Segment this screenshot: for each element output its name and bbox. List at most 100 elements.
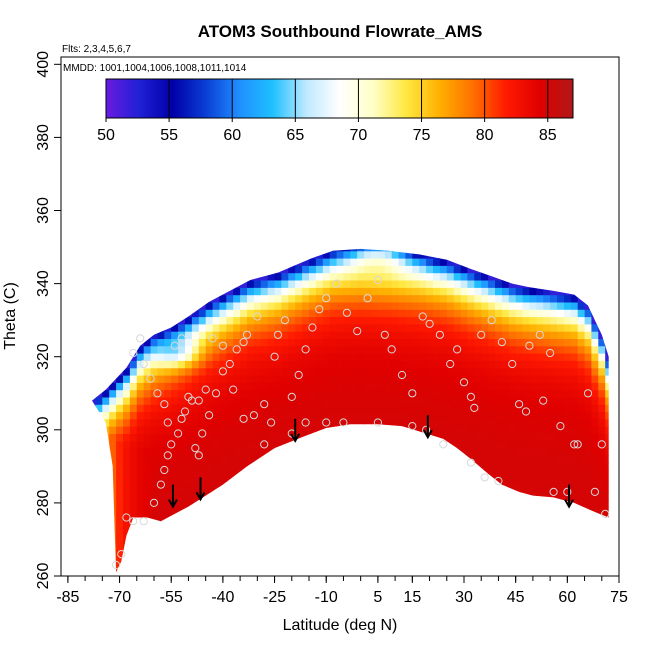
heatmap-cell [309,426,317,434]
heatmap-cell [557,440,565,449]
observation-circle [211,389,221,398]
heatmap-cell [453,323,462,332]
heatmap-cell [129,440,138,449]
x-axis: -85 -70 -55 -40 -25 -10 5 15 30 45 60 75 [56,576,628,606]
heatmap-cell [136,294,145,303]
heatmap-cell [185,565,193,573]
heatmap-cell [460,426,469,434]
heatmap-cell [219,411,227,420]
heatmap-cell [446,265,455,274]
heatmap-cell [474,360,482,369]
heatmap-cell [454,236,462,244]
heatmap-cell [446,382,455,391]
heatmap-cell [164,294,172,303]
heatmap-cell [364,331,372,339]
heatmap-cell [584,535,593,544]
heatmap-cell [515,294,524,303]
heatmap-cell [439,528,448,537]
heatmap-cell [322,404,331,413]
heatmap-cell [329,550,338,559]
heatmap-cell [143,404,152,413]
heatmap-cell [205,418,214,427]
heatmap-cell [557,521,565,530]
heatmap-cell [233,382,241,391]
heatmap-cell [233,280,241,288]
heatmap-cell [178,557,186,566]
heatmap-cell [150,367,159,376]
heatmap-cell [322,345,331,354]
heatmap-cell [391,272,400,281]
heatmap-cell [295,382,303,391]
heatmap-cell [191,331,200,339]
heatmap-cell [136,323,145,332]
heatmap-cell [191,272,200,281]
heatmap-cell [233,433,241,442]
heatmap-cell [102,301,110,310]
heatmap-cell [377,248,386,252]
heatmap-cell [433,280,441,288]
heatmap-cell [185,294,193,303]
heatmap-cell [412,535,420,544]
heatmap-cell [467,287,475,296]
heatmap-cell [563,543,572,551]
heatmap-cell [605,345,609,354]
heatmap-cell [109,323,117,332]
heatmap-cell [364,499,372,508]
heatmap-cell [253,521,262,530]
heatmap-cell [288,528,296,537]
heatmap-cell [336,426,345,434]
heatmap-cell [274,294,283,303]
heatmap-cell [446,250,455,259]
heatmap-cell [92,513,97,522]
heatmap-cell [515,557,524,566]
heatmap-cell [260,338,269,347]
heatmap-cell [522,470,531,478]
heatmap-cell [191,375,200,383]
heatmap-cell [281,521,289,530]
heatmap-cell [474,345,482,354]
heatmap-cell [398,404,407,413]
heatmap-cell [322,470,331,478]
heatmap-cell [405,345,413,354]
heatmap-cell [315,248,324,252]
heatmap-cell [240,280,248,288]
heatmap-cell [529,433,537,442]
heatmap-cell [371,301,379,310]
heatmap-cell [412,580,420,588]
heatmap-cell [240,301,248,310]
heatmap-cell [515,543,524,551]
heatmap-cell [501,557,510,566]
heatmap-cell [515,513,524,522]
heatmap-cell [219,316,227,325]
heatmap-cell [529,455,537,464]
observation-circle [480,473,489,482]
heatmap-cell [377,396,386,405]
heatmap-cell [260,506,269,515]
heatmap-cell [598,411,606,420]
heatmap-cell [412,557,420,566]
observation-circle [149,498,159,507]
heatmap-cell [474,462,482,471]
heatmap-cell [267,265,276,274]
heatmap-cell [508,506,517,515]
heatmap-cell [522,506,531,515]
heatmap-cell [343,367,351,376]
heatmap-cell [150,280,159,288]
heatmap-cell [226,367,234,376]
heatmap-cell [157,565,165,573]
heatmap-cell [488,294,496,303]
heatmap-cell [123,484,131,493]
heatmap-cell [95,484,103,493]
heatmap-cell [260,521,269,530]
heatmap-cell [515,440,524,449]
heatmap-cell [357,280,365,288]
heatmap-cell [598,294,606,303]
heatmap-cell [102,433,110,442]
heatmap-cell [612,492,620,500]
heatmap-cell [412,331,420,339]
heatmap-cell [412,528,420,537]
heatmap-cell [178,316,186,325]
heatmap-cell [453,535,462,544]
heatmap-cell [123,535,131,544]
down-arrow-icon [195,477,206,502]
